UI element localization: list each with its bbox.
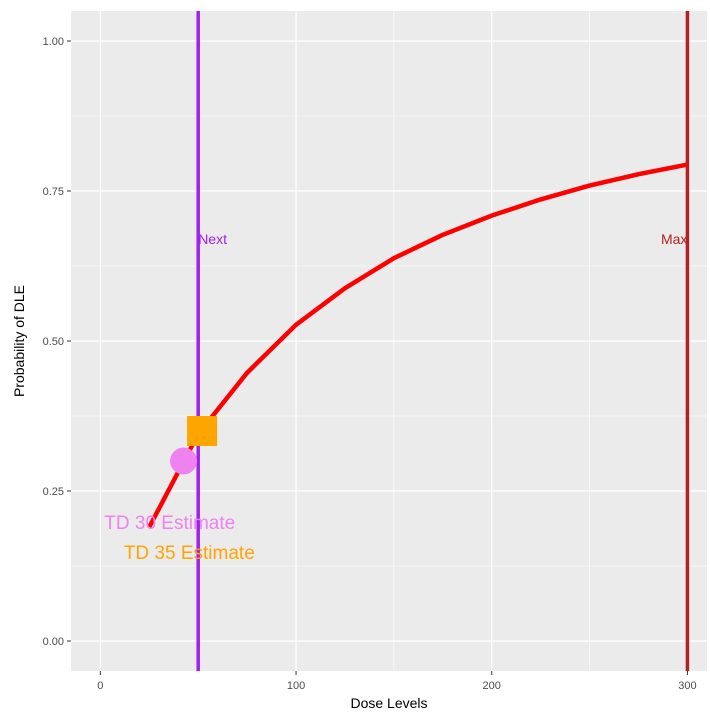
- x-tick-label: 300: [678, 680, 696, 692]
- y-tick-label: 0.00: [43, 636, 64, 648]
- curve-layer: [147, 162, 688, 529]
- estimate-labels: TD 30 Estimate TD 35 Estimate: [104, 513, 255, 564]
- y-tick-label: 0.25: [43, 486, 64, 498]
- x-tick-label: 200: [483, 680, 501, 692]
- x-axis: 0 100 200 300: [97, 671, 697, 692]
- y-tick-label: 1.00: [43, 36, 64, 48]
- max-dose-label: Max: [661, 231, 687, 247]
- estimate-markers: [170, 416, 218, 475]
- dle-curve: [147, 162, 688, 529]
- y-axis: 0.00 0.25 0.50 0.75 1.00: [43, 36, 71, 648]
- td30-estimate-point: [170, 447, 198, 475]
- x-tick-label: 100: [287, 680, 305, 692]
- td35-estimate-point: [187, 416, 218, 446]
- reference-lines: Next Max: [196, 11, 690, 671]
- y-tick-label: 0.75: [43, 186, 64, 198]
- y-tick-label: 0.50: [43, 336, 64, 348]
- next-dose-label: Next: [198, 231, 227, 247]
- x-axis-title: Dose Levels: [350, 695, 427, 711]
- td35-estimate-label: TD 35 Estimate: [124, 543, 255, 564]
- x-tick-label: 0: [97, 680, 103, 692]
- td30-estimate-label: TD 30 Estimate: [104, 513, 235, 534]
- y-axis-title: Probability of DLE: [11, 285, 27, 397]
